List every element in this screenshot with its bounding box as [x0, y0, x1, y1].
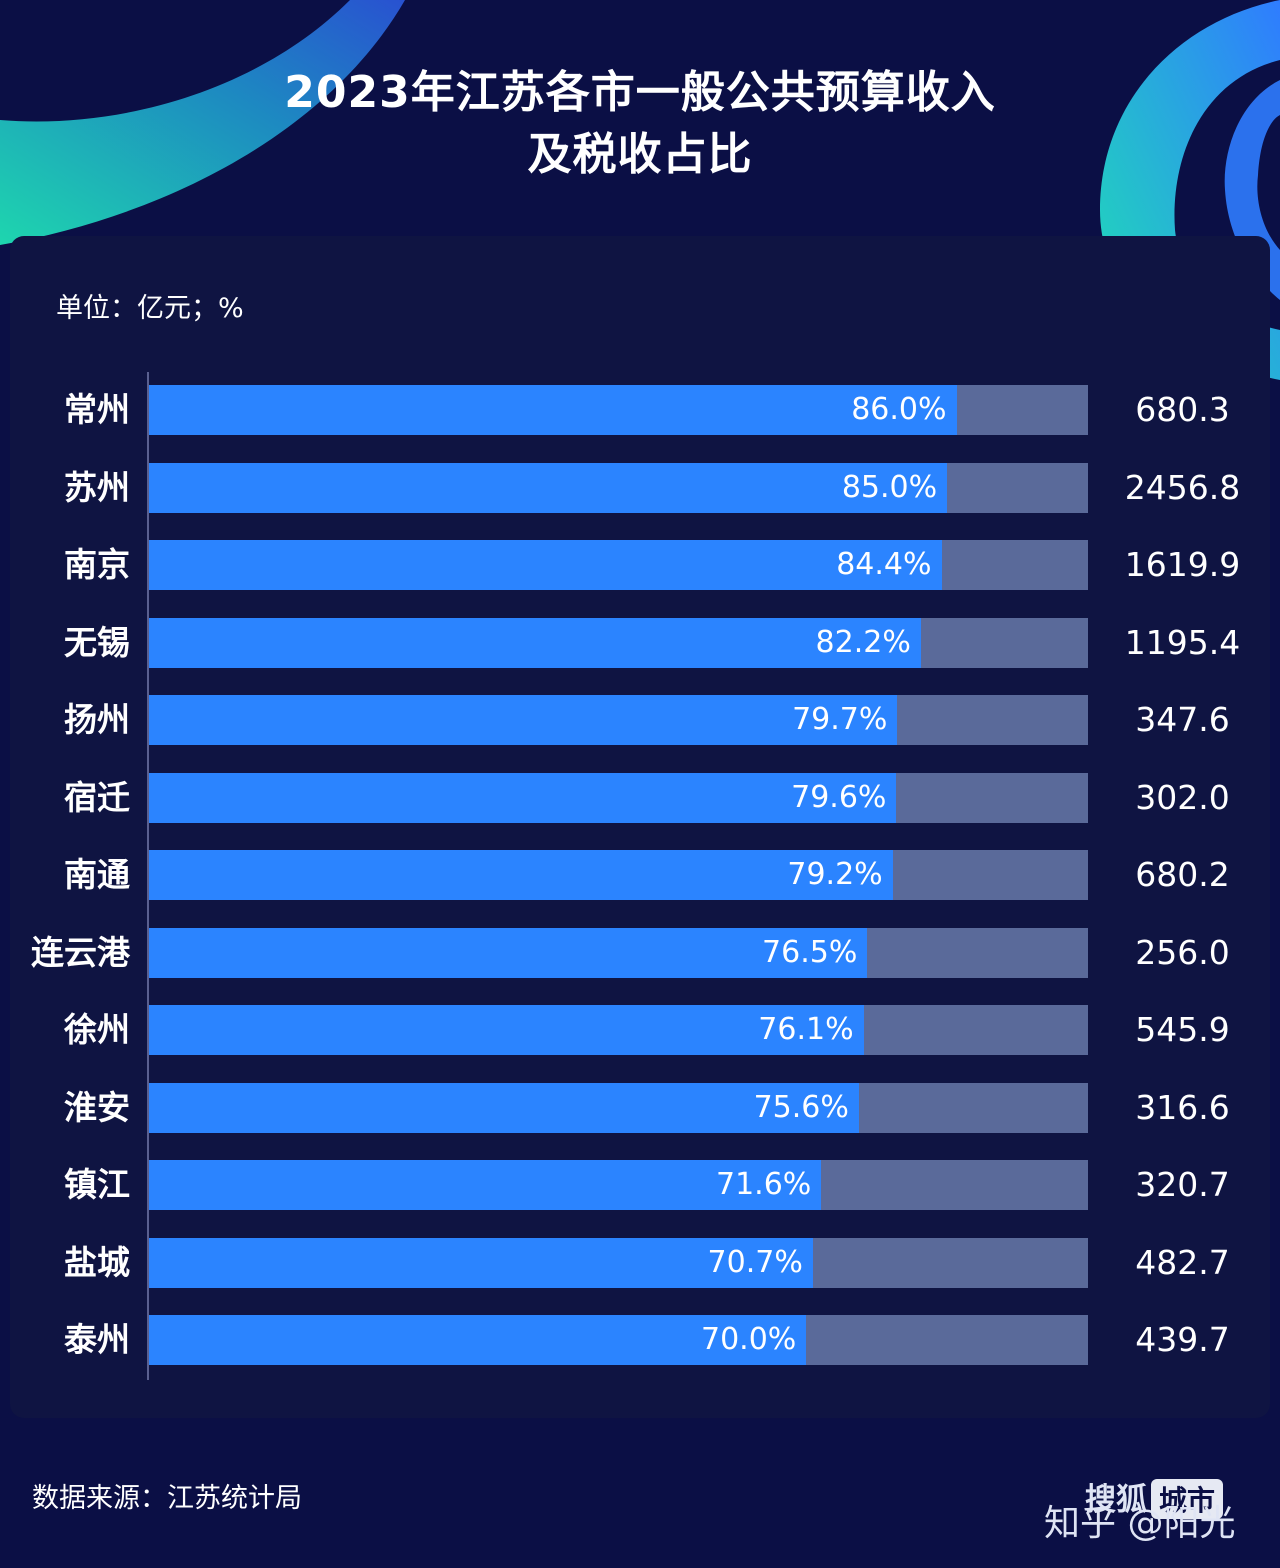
category-label: 扬州	[64, 700, 130, 739]
bar-track: 86.0%	[149, 385, 1088, 435]
zhihu-watermark: 知乎 @阳光	[1044, 1503, 1236, 1544]
bar-track: 79.7%	[149, 695, 1088, 745]
city-watermark-badge: 城市	[1151, 1479, 1224, 1519]
chart-title-line2: 及税收占比	[527, 129, 753, 180]
revenue-label: 680.3	[1135, 390, 1230, 429]
bar-fill: 70.7%	[149, 1237, 813, 1288]
category-label: 无锡	[64, 622, 130, 662]
bar-row: 南通 79.2% 680.2	[0, 850, 1280, 900]
category-label: 盐城	[64, 1242, 130, 1282]
sohu-watermark-text: 搜狐	[1085, 1482, 1147, 1518]
bar-value-label: 71.6%	[716, 1167, 812, 1202]
bar-fill: 79.2%	[149, 850, 893, 900]
bar-row: 南京 84.4% 1619.9	[0, 540, 1280, 590]
chart-title: 2023年江苏各市一般公共预算收入 及税收占比	[0, 62, 1280, 186]
bar-value-label: 79.6%	[791, 779, 887, 815]
revenue-label: 320.7	[1135, 1165, 1230, 1204]
chart-title-line1: 2023年江苏各市一般公共预算收入	[284, 67, 996, 118]
category-label: 宿迁	[64, 777, 130, 817]
bar-track: 70.7%	[149, 1237, 1088, 1288]
bar-fill: 86.0%	[149, 385, 957, 435]
bar-value-label: 70.0%	[700, 1322, 797, 1357]
bar-row: 淮安 75.6% 316.6	[0, 1082, 1280, 1133]
bar-row: 盐城 70.7% 482.7	[0, 1237, 1280, 1288]
bar-value-label: 85.0%	[841, 469, 938, 505]
bar-row: 徐州 76.1% 545.9	[0, 1005, 1280, 1055]
revenue-label: 680.2	[1135, 855, 1230, 894]
revenue-label: 1195.4	[1124, 622, 1241, 662]
bar-value-label: 76.5%	[762, 934, 858, 970]
bar-track: 84.4%	[149, 540, 1088, 590]
bar-row: 无锡 82.2% 1195.4	[0, 617, 1280, 668]
bar-value-label: 70.7%	[707, 1244, 803, 1280]
bar-track: 79.2%	[149, 850, 1088, 900]
bar-track: 75.6%	[149, 1082, 1088, 1133]
bar-fill: 76.1%	[149, 1005, 864, 1055]
category-label: 常州	[64, 390, 130, 429]
bar-row: 苏州 85.0% 2456.8	[0, 462, 1280, 513]
data-source: 数据来源：江苏统计局	[32, 1483, 302, 1514]
revenue-label: 316.6	[1135, 1087, 1230, 1127]
bar-track: 79.6%	[149, 772, 1088, 823]
revenue-label: 256.0	[1135, 932, 1230, 972]
bar-fill: 85.0%	[149, 462, 948, 513]
category-label: 镇江	[64, 1165, 130, 1204]
bar-value-label: 79.7%	[792, 702, 888, 737]
bar-fill: 70.0%	[149, 1315, 807, 1365]
bar-fill: 79.6%	[149, 772, 897, 823]
bar-track: 76.1%	[149, 1005, 1088, 1055]
category-label: 淮安	[64, 1087, 130, 1127]
unit-label: 单位：亿元；%	[56, 293, 244, 324]
category-label: 苏州	[64, 467, 130, 507]
category-label: 泰州	[64, 1320, 130, 1359]
bar-track: 76.5%	[149, 927, 1088, 978]
revenue-label: 482.7	[1135, 1242, 1230, 1282]
bar-value-label: 86.0%	[851, 392, 947, 427]
revenue-label: 439.7	[1135, 1320, 1230, 1359]
bar-track: 85.0%	[149, 462, 1088, 513]
bar-row: 泰州 70.0% 439.7	[0, 1315, 1280, 1365]
revenue-label: 545.9	[1135, 1010, 1230, 1049]
bar-row: 常州 86.0% 680.3	[0, 385, 1280, 435]
bar-value-label: 75.6%	[753, 1089, 849, 1125]
bar-row: 扬州 79.7% 347.6	[0, 695, 1280, 745]
bar-value-label: 82.2%	[815, 624, 911, 660]
y-axis-line	[147, 372, 149, 1380]
bar-value-label: 79.2%	[787, 857, 883, 892]
bar-row: 宿迁 79.6% 302.0	[0, 772, 1280, 823]
bar-track: 71.6%	[149, 1160, 1088, 1210]
bar-fill: 71.6%	[149, 1160, 822, 1210]
revenue-label: 2456.8	[1124, 467, 1241, 507]
bar-fill: 79.7%	[149, 695, 898, 745]
bar-fill: 75.6%	[149, 1082, 859, 1133]
bar-track: 82.2%	[149, 617, 1088, 668]
category-label: 徐州	[64, 1010, 130, 1049]
bar-fill: 82.2%	[149, 617, 921, 668]
bar-track: 70.0%	[149, 1315, 1088, 1365]
revenue-label: 302.0	[1135, 777, 1230, 817]
category-label: 南通	[64, 855, 130, 894]
category-label: 连云港	[31, 932, 130, 972]
sohu-city-watermark: 搜狐 城市	[1085, 1474, 1224, 1519]
bar-fill: 76.5%	[149, 927, 868, 978]
revenue-label: 347.6	[1135, 700, 1230, 739]
category-label: 南京	[64, 545, 130, 584]
bar-value-label: 76.1%	[758, 1012, 854, 1047]
bar-row: 连云港 76.5% 256.0	[0, 927, 1280, 978]
bar-fill: 84.4%	[149, 540, 942, 590]
revenue-label: 1619.9	[1124, 545, 1241, 584]
bar-value-label: 84.4%	[836, 547, 932, 582]
bar-row: 镇江 71.6% 320.7	[0, 1160, 1280, 1210]
